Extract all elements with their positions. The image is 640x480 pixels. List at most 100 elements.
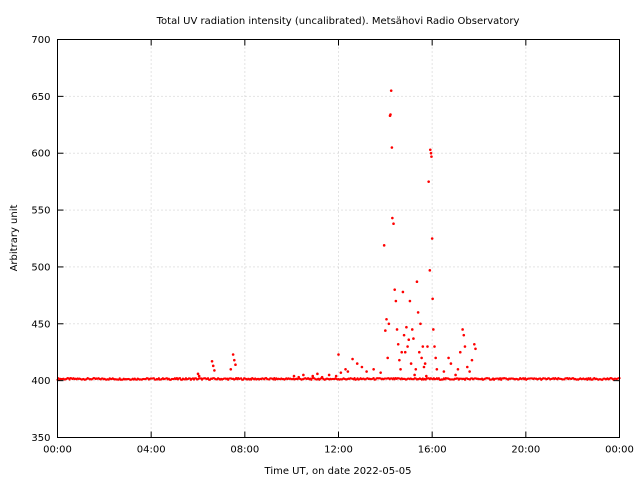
data-point [387,322,391,326]
data-point [449,362,453,365]
x-tick-label: 00:00 [43,445,72,456]
data-point [316,372,319,376]
data-point [427,180,430,183]
data-point [406,345,409,348]
data-point [229,367,233,371]
data-point [385,317,388,321]
data-point [231,353,235,356]
data-point [389,89,393,92]
x-tick-label: 00:00 [605,445,634,456]
data-point [433,345,436,348]
chart-title: Total UV radiation intensity (uncalibrat… [156,16,520,27]
data-point [386,356,389,360]
y-tick-label: 350 [31,433,50,444]
data-point [407,338,411,342]
data-point [456,367,460,371]
data-point [431,297,434,301]
data-point [432,328,435,331]
data-point [470,358,474,362]
data-point [402,333,406,337]
data-point [454,373,457,377]
data-point [339,371,343,374]
x-tick-label: 12:00 [324,445,353,456]
data-point [468,370,471,373]
x-tick-label: 04:00 [137,445,166,456]
data-point [447,356,450,360]
data-point [211,364,215,368]
y-tick-labels: 350 400 450 500 550 600 650 700 [31,35,50,444]
data-point [415,280,419,284]
data-point [396,342,400,346]
data-point [422,365,426,369]
data-point [390,146,394,149]
data-point [233,358,236,362]
data-point [382,244,386,247]
data-point [425,374,428,378]
data-point [389,113,392,116]
data-point [416,311,420,314]
data-point [474,347,477,351]
data-point [351,357,354,361]
baseline-points [56,376,621,381]
y-tick-label: 600 [31,149,50,160]
data-points [196,89,477,380]
data-point [327,373,331,377]
data-point [365,370,368,373]
data-point [405,325,408,329]
data-point [401,290,405,294]
data-point [413,373,416,377]
data-point [379,371,382,374]
y-tick-label: 450 [31,319,50,330]
x-tick-label: 08:00 [230,445,259,456]
data-point [442,370,446,373]
data-point [428,269,432,272]
data-point [434,356,437,360]
data-point [430,155,433,158]
baseline-point [310,378,313,381]
data-point [302,373,305,377]
data-point [391,216,394,220]
baseline-point [353,377,356,380]
data-point [196,372,200,376]
data-point [408,299,412,303]
data-point [435,367,439,371]
data-point [463,345,467,348]
data-point [392,222,395,226]
data-point [473,342,476,346]
data-point [426,345,429,348]
data-point [410,328,414,331]
x-tick-labels: 00:00 04:00 08:00 12:00 16:00 20:00 00:00 [43,445,634,456]
data-point [421,345,425,348]
x-tick-label: 16:00 [418,445,447,456]
y-tick-label: 650 [31,92,50,103]
data-point [311,374,315,378]
data-point [234,363,237,367]
data-point [346,370,350,373]
data-point [398,358,401,362]
data-point [403,350,407,354]
data-point [344,367,347,371]
data-point [210,360,214,363]
y-tick-label: 550 [31,206,50,217]
data-point [458,350,462,354]
data-point [337,353,340,356]
y-tick-label: 500 [31,262,50,273]
axis-ticks [57,39,620,438]
data-point [393,288,397,291]
data-point [360,365,364,369]
data-point [414,367,418,371]
data-point [297,375,300,379]
data-point [400,350,404,354]
data-point [419,322,422,326]
x-tick-label: 20:00 [511,445,540,456]
x-axis-label: Time UT, on date 2022-05-05 [264,466,412,477]
data-point [292,374,296,378]
data-point [394,299,398,303]
data-point [384,329,387,332]
data-point [334,374,338,378]
y-tick-label: 700 [31,35,50,46]
data-point [399,367,402,371]
data-point [465,365,469,369]
data-point [462,333,466,337]
